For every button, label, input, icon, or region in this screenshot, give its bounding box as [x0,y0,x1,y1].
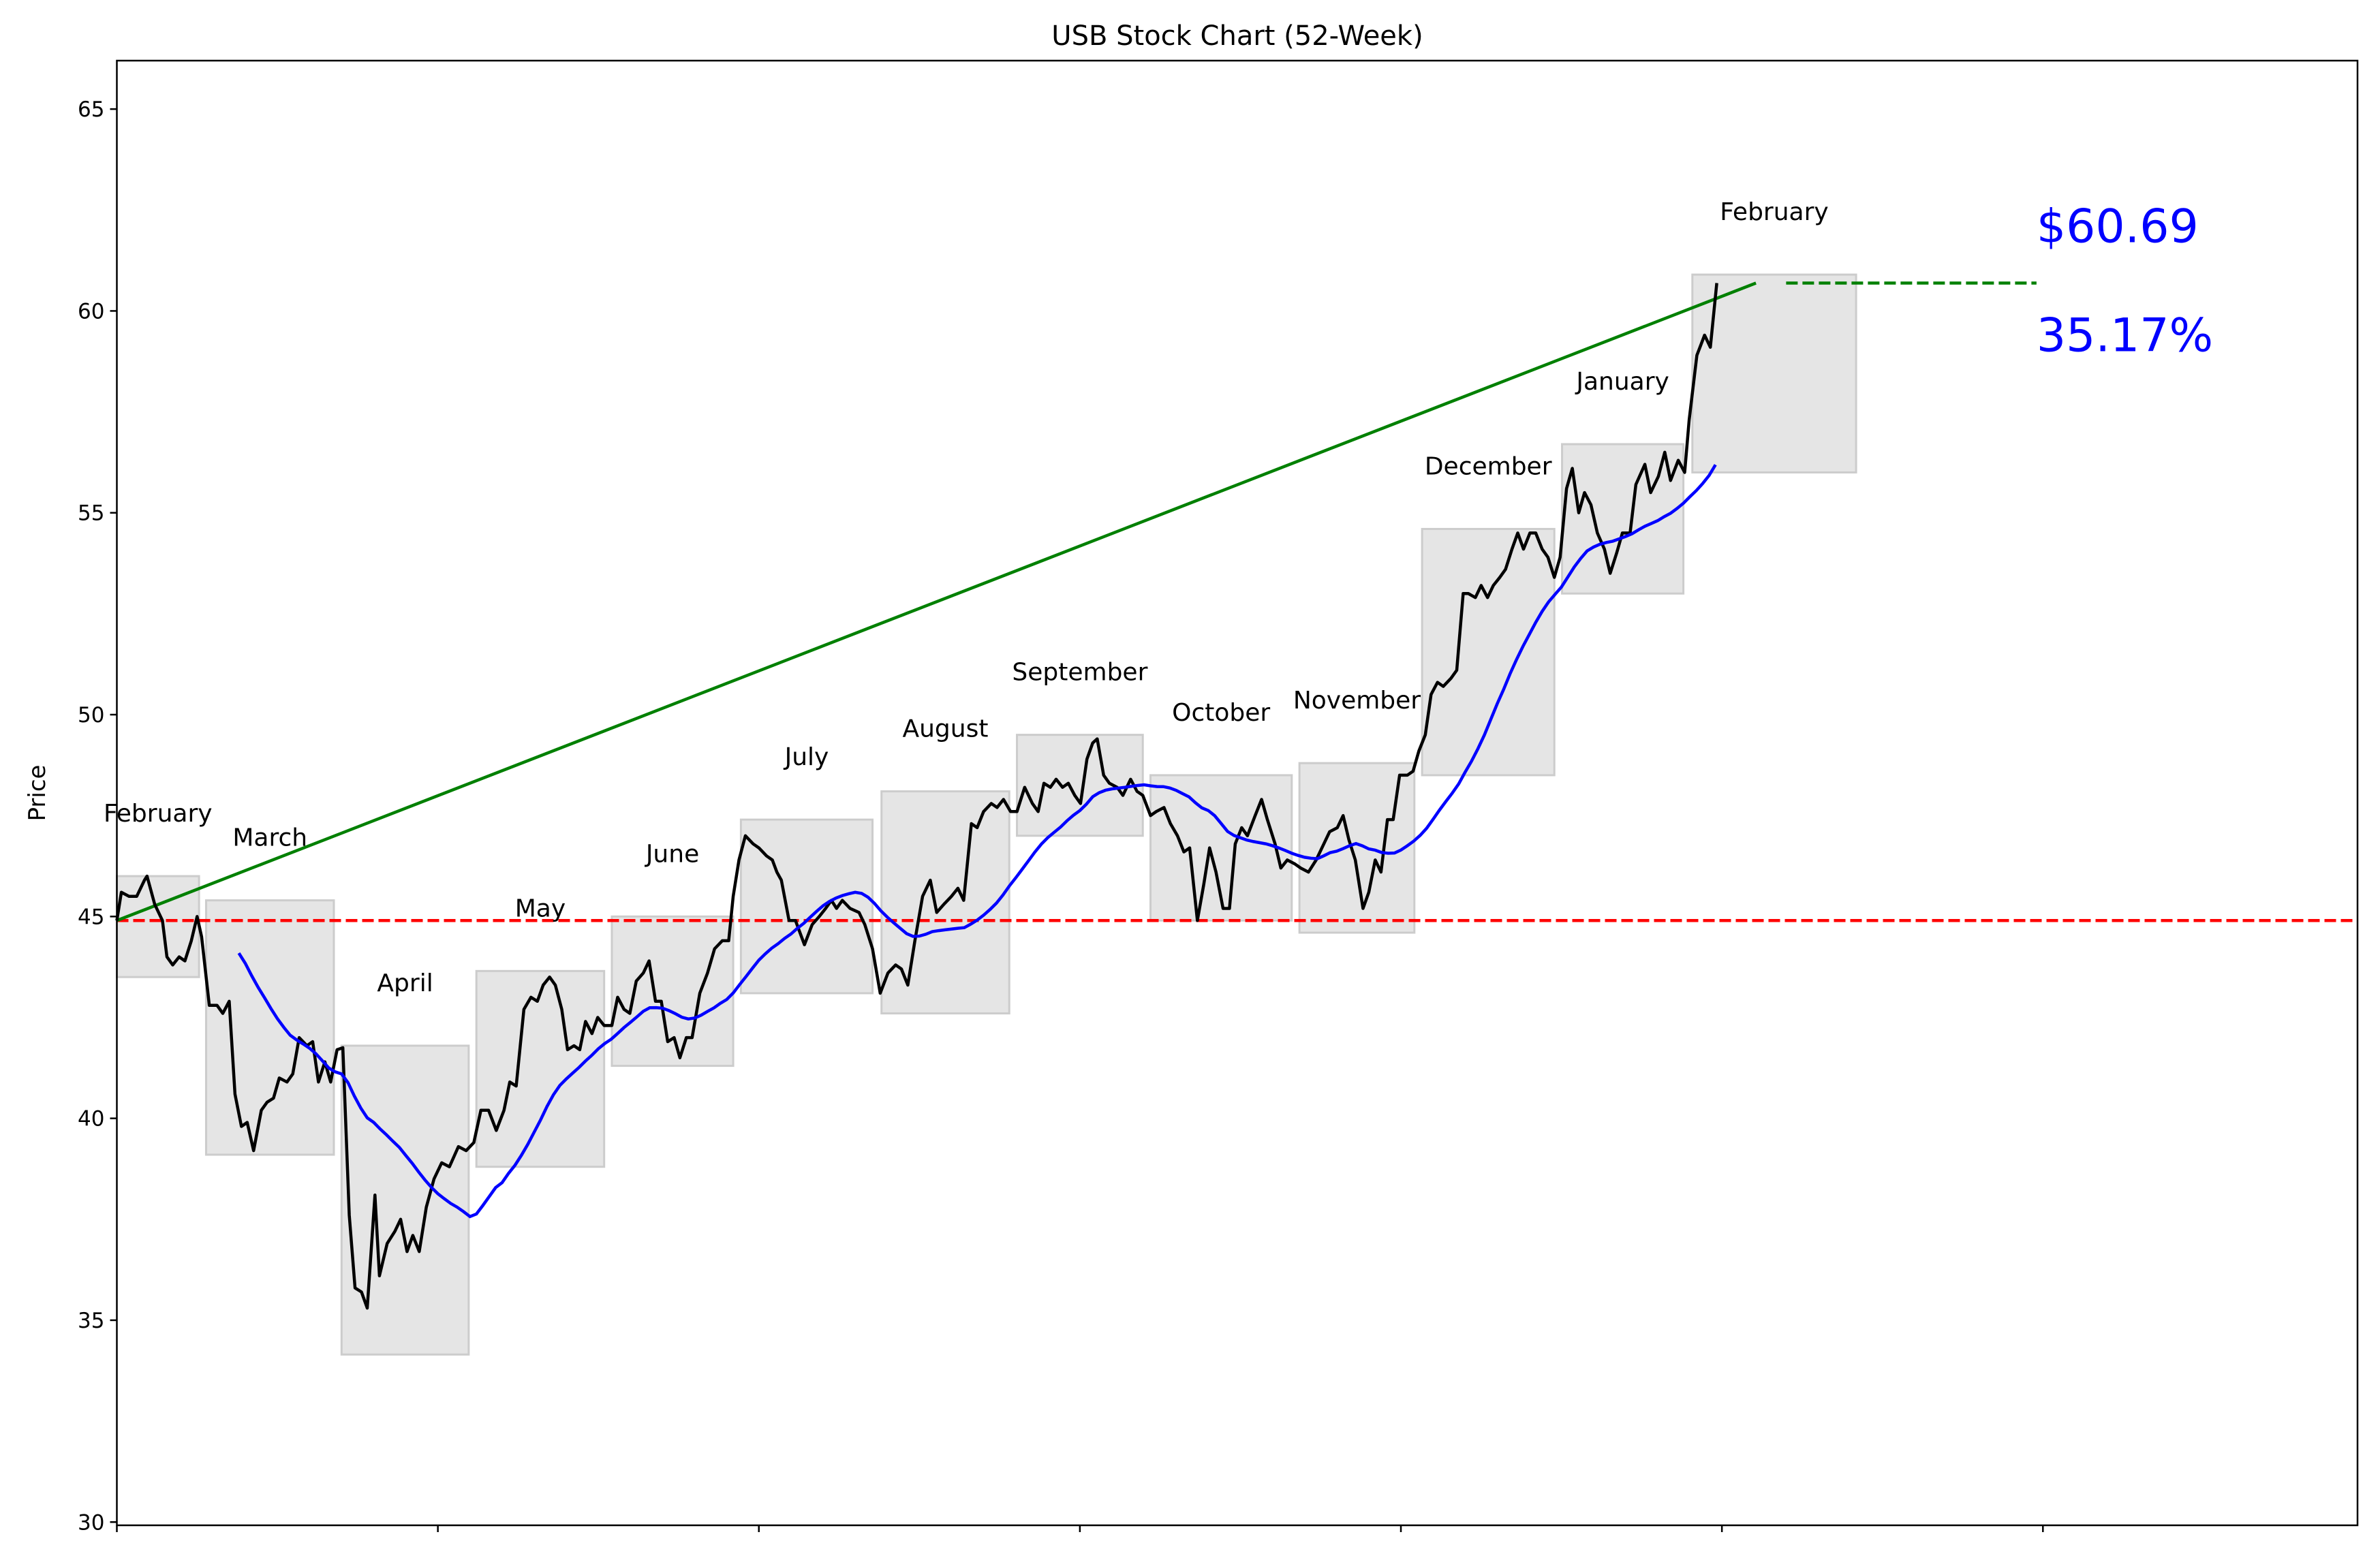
month-label: February [1720,198,1829,226]
axis-ticks: 30 35 40 45 50 55 60 65 [78,97,2044,1535]
y-tick-label: 50 [78,703,104,728]
month-box [340,1044,470,1356]
y-tick-label: 30 [78,1510,104,1535]
month-label: August [902,715,988,743]
month-label: October [1172,699,1270,727]
month-box [116,875,200,978]
plot-lines [115,281,2358,1310]
y-tick-label: 60 [78,299,104,324]
month-label: January [1575,368,1669,396]
y-tick-label: 65 [78,97,104,122]
month-label: June [645,840,699,868]
month-box [1421,527,1556,777]
month-label: May [515,894,566,922]
month-label: March [232,824,307,852]
month-box [1561,443,1685,595]
plot-frame [116,59,2359,1527]
month-label: July [784,743,829,771]
y-axis-label: Price [24,765,51,822]
chart-title: USB Stock Chart (52-Week) [1051,20,1423,52]
y-tick-label: 55 [78,501,104,526]
moving-average-line [237,464,1717,1219]
month-box [475,969,606,1168]
month-label: April [377,969,433,997]
trend-line [116,281,1757,922]
month-box [204,899,335,1156]
y-tick-label: 45 [78,905,104,929]
month-box [1016,734,1144,837]
month-label: February [104,800,213,828]
month-box [611,915,735,1068]
y-tick-label: 40 [78,1107,104,1132]
month-label: September [1012,659,1147,687]
price-line [115,283,1718,1310]
month-labels: February March April May June July August Septe… [104,198,1829,997]
y-tick-label: 35 [78,1309,104,1333]
month-label: December [1425,452,1552,480]
month-box [1298,762,1416,934]
percent-change-annotation: 35.17% [2037,309,2213,363]
current-price-annotation: $60.69 [2037,200,2199,254]
month-box [1691,273,1857,473]
month-box [739,818,874,995]
month-label: November [1293,687,1421,715]
